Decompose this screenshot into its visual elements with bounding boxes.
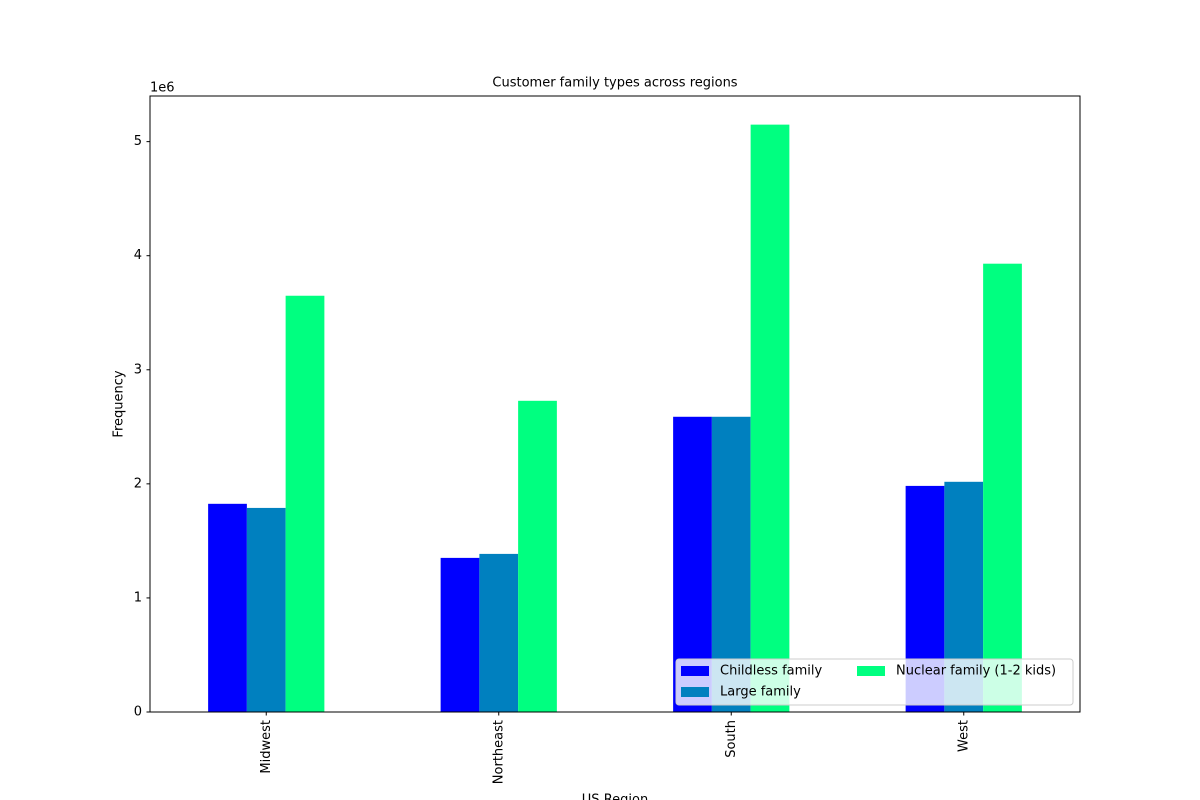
bar — [440, 557, 480, 712]
bar — [518, 400, 557, 712]
offset-label: 1e6 — [150, 81, 175, 96]
y-tick-label: 2 — [134, 476, 142, 491]
x-tick-label: Midwest — [259, 720, 274, 774]
y-axis-label: Frequency — [112, 370, 127, 437]
legend-swatch — [857, 666, 885, 676]
x-tick-label: South — [724, 720, 739, 758]
y-tick-label: 0 — [134, 705, 142, 720]
x-axis-label: US Region — [582, 793, 648, 800]
bar — [750, 124, 790, 713]
bar — [208, 503, 247, 712]
y-tick-label: 5 — [134, 134, 142, 149]
y-tick-label: 4 — [134, 248, 142, 263]
bar — [983, 263, 1022, 712]
bar — [285, 295, 325, 712]
x-tick-label: West — [956, 720, 971, 752]
legend-swatch — [681, 687, 709, 697]
y-tick-label: 1 — [134, 590, 142, 605]
legend-label: Nuclear family (1-2 kids) — [896, 664, 1056, 679]
legend-label: Childless family — [720, 664, 823, 679]
plot-frame — [149, 95, 1081, 713]
x-tick-label: Northeast — [491, 720, 506, 784]
bar — [246, 507, 286, 712]
y-tick-label: 3 — [134, 362, 142, 377]
chart-title: Customer family types across regions — [492, 76, 737, 91]
legend: Childless family Large family Nuclear fami… — [675, 658, 1074, 706]
bar — [479, 553, 519, 712]
legend-label: Large family — [720, 685, 801, 700]
legend-swatch — [681, 666, 709, 676]
legend-box — [675, 658, 1074, 706]
